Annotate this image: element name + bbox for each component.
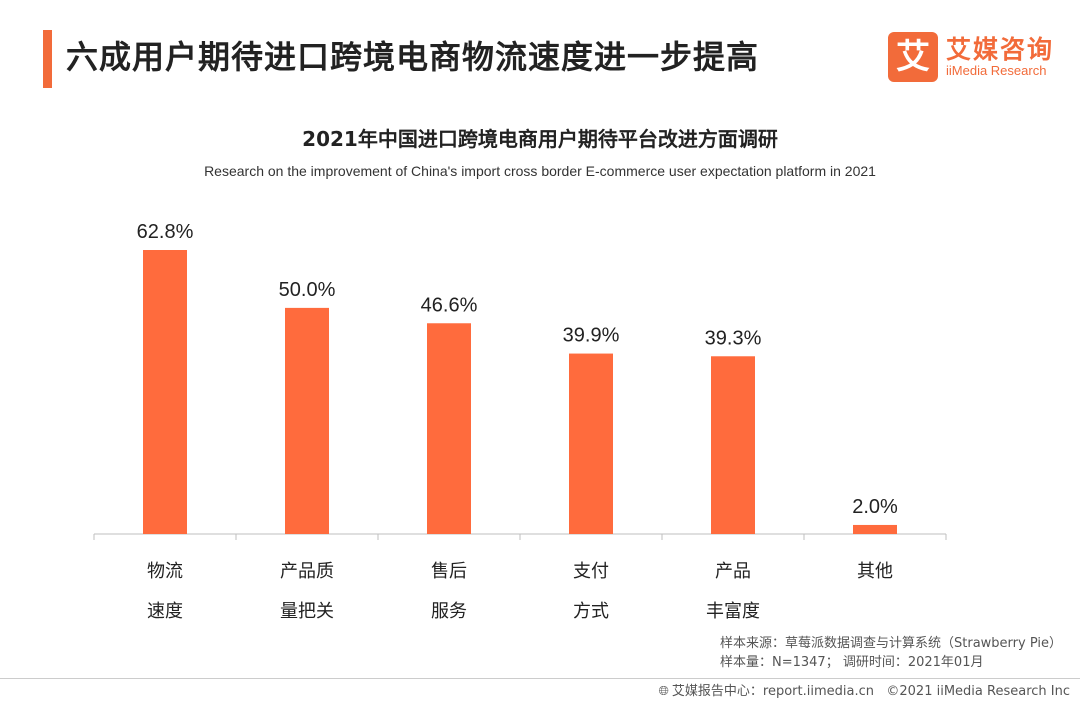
category-label: 产品质 [280,561,334,582]
category-label: 速度 [147,601,183,622]
category-label: 售后 [431,561,467,582]
source-line-size: 样本量：N=1347； 调研时间：2021年01月 [720,655,984,670]
bar [569,353,613,534]
footer-divider [0,678,1080,679]
bar [853,524,897,534]
category-label: 服务 [431,601,467,622]
logo-mark: 艾 [888,32,938,82]
source-note: 样本来源：草莓派数据调查与计算系统（Strawberry Pie） 样本量：N=… [720,634,1062,672]
data-label: 39.9% [563,325,620,347]
data-label: 50.0% [279,279,336,301]
category-label: 量把关 [280,601,334,622]
category-label: 物流 [147,561,183,582]
data-label: 46.6% [421,294,478,316]
data-label: 39.3% [705,327,762,349]
footer-report-center: 艾媒报告中心：report.iimedia.cn [671,684,874,699]
logo-name-cn: 艾媒咨询 [946,35,1055,64]
bar [285,307,329,534]
category-label: 丰富度 [706,601,760,622]
page-title: 六成用户期待进口跨境电商物流速度进一步提高 [66,38,760,76]
logo-name-en: iiMedia Research [946,63,1047,78]
title-accent-bar [43,30,52,88]
footer-copyright: ©2021 iiMedia Research Inc [886,684,1070,699]
data-label: 2.0% [852,496,898,518]
category-label: 方式 [573,601,609,622]
source-line-sample: 样本来源：草莓派数据调查与计算系统（Strawberry Pie） [720,636,1062,651]
data-label: 62.8% [137,221,194,243]
chart-title: 2021年中国进口跨境电商用户期待平台改进方面调研 [302,127,778,151]
footer: 🌐︎ 艾媒报告中心：report.iimedia.cn ©2021 iiMedia… [659,680,1071,699]
category-label: 其他 [857,561,893,582]
category-label: 支付 [573,561,609,582]
bar [143,250,187,534]
category-label: 产品 [715,561,751,582]
brand-logo: 艾 艾媒咨询 iiMedia Research [888,30,1063,84]
bar [427,323,471,534]
bar [711,356,755,534]
globe-icon: 🌐︎ [658,684,669,699]
chart-subtitle: Research on the improvement of China's i… [204,163,876,179]
